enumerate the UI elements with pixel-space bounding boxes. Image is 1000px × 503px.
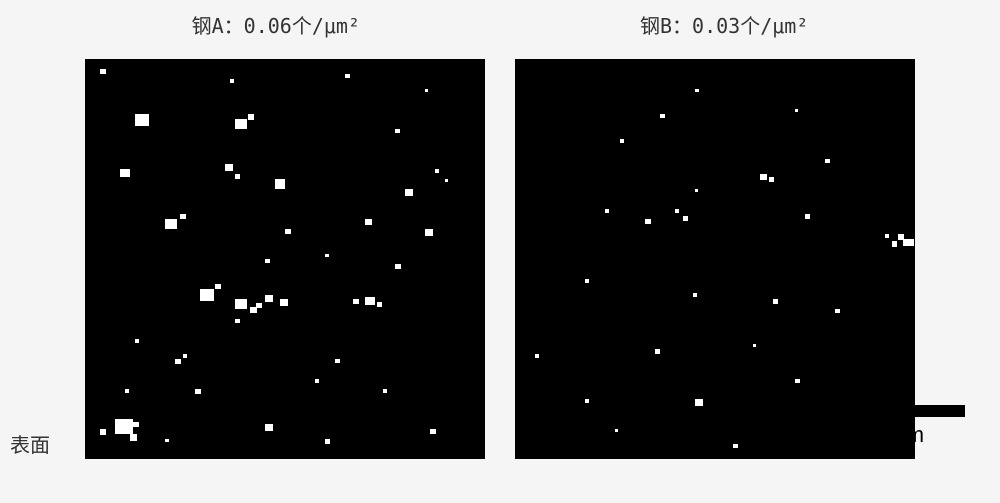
particle (695, 399, 703, 406)
particle (135, 339, 139, 343)
particle (825, 159, 830, 163)
particle (425, 89, 428, 92)
particle (265, 295, 273, 302)
particle (655, 349, 660, 354)
particle (165, 439, 169, 442)
particle (215, 284, 221, 289)
particle (753, 344, 756, 347)
particle (183, 354, 187, 358)
particle (133, 422, 139, 427)
particle (585, 399, 589, 403)
particle (265, 259, 270, 263)
particle (325, 439, 330, 444)
particle (275, 179, 285, 189)
particle (605, 209, 609, 213)
particle (235, 319, 240, 323)
particle (265, 424, 273, 431)
particle (195, 389, 201, 394)
particle (383, 389, 387, 393)
particle (125, 389, 129, 393)
particle (892, 241, 897, 247)
particle (908, 239, 914, 246)
particle (425, 229, 433, 236)
particle (645, 219, 651, 224)
particle (733, 444, 738, 448)
particle (100, 69, 106, 74)
panel-a-title: 钢A：0.06个/μm² (192, 10, 360, 39)
particle (795, 379, 800, 383)
particle (675, 209, 679, 213)
particle (769, 177, 774, 182)
panels-row (0, 59, 1000, 459)
particle (760, 174, 767, 180)
particle (120, 169, 130, 177)
scale-bar: 5μm (840, 405, 965, 448)
particle (165, 219, 177, 229)
particle (695, 189, 698, 192)
particle (885, 234, 889, 238)
particle (365, 297, 375, 305)
particle (256, 303, 262, 308)
particle (115, 419, 133, 434)
particle (235, 299, 247, 309)
particle (325, 254, 329, 257)
particle (280, 299, 288, 306)
particle (135, 114, 149, 126)
particle (445, 179, 448, 182)
particle (130, 434, 137, 441)
particle (405, 189, 413, 196)
particle (315, 379, 319, 383)
particle (695, 89, 699, 92)
titles-row: 钢A：0.06个/μm² 钢B：0.03个/μm² (0, 0, 1000, 59)
particle (345, 74, 350, 78)
panel-b-title: 钢B：0.03个/μm² (640, 10, 808, 39)
particle (585, 279, 589, 283)
particle (395, 129, 400, 133)
surface-label: 表面 (10, 429, 50, 458)
particle (225, 164, 233, 171)
title-text-b: 钢B：0.03个/μm² (640, 14, 808, 38)
particle (353, 299, 359, 304)
particle (395, 264, 401, 269)
particle (200, 289, 214, 301)
figure-container: 钢A：0.06个/μm² 钢B：0.03个/μm² 表面 5μm (0, 0, 1000, 503)
particle (683, 216, 688, 221)
particle (693, 293, 697, 297)
particle (805, 214, 810, 219)
particle (535, 354, 539, 358)
particle (248, 114, 254, 120)
particle (175, 359, 181, 364)
particle (660, 114, 665, 118)
particle (100, 429, 106, 435)
particle (285, 229, 291, 234)
particle (835, 309, 840, 313)
title-text-a: 钢A：0.06个/μm² (192, 14, 360, 38)
particle (435, 169, 439, 173)
particle (365, 219, 372, 225)
particle (230, 79, 234, 83)
particle (795, 109, 798, 112)
particle (377, 302, 382, 307)
particle (620, 139, 624, 143)
particle (615, 429, 618, 432)
particle (335, 359, 340, 363)
particle (180, 214, 186, 219)
particle (235, 119, 247, 129)
scale-bar-label: 5μm (881, 422, 924, 448)
microscopy-panel-b (515, 59, 915, 459)
particle (773, 299, 778, 304)
microscopy-panel-a (85, 59, 485, 459)
particle (235, 174, 240, 179)
particle (430, 429, 436, 434)
scale-bar-line (840, 405, 965, 417)
